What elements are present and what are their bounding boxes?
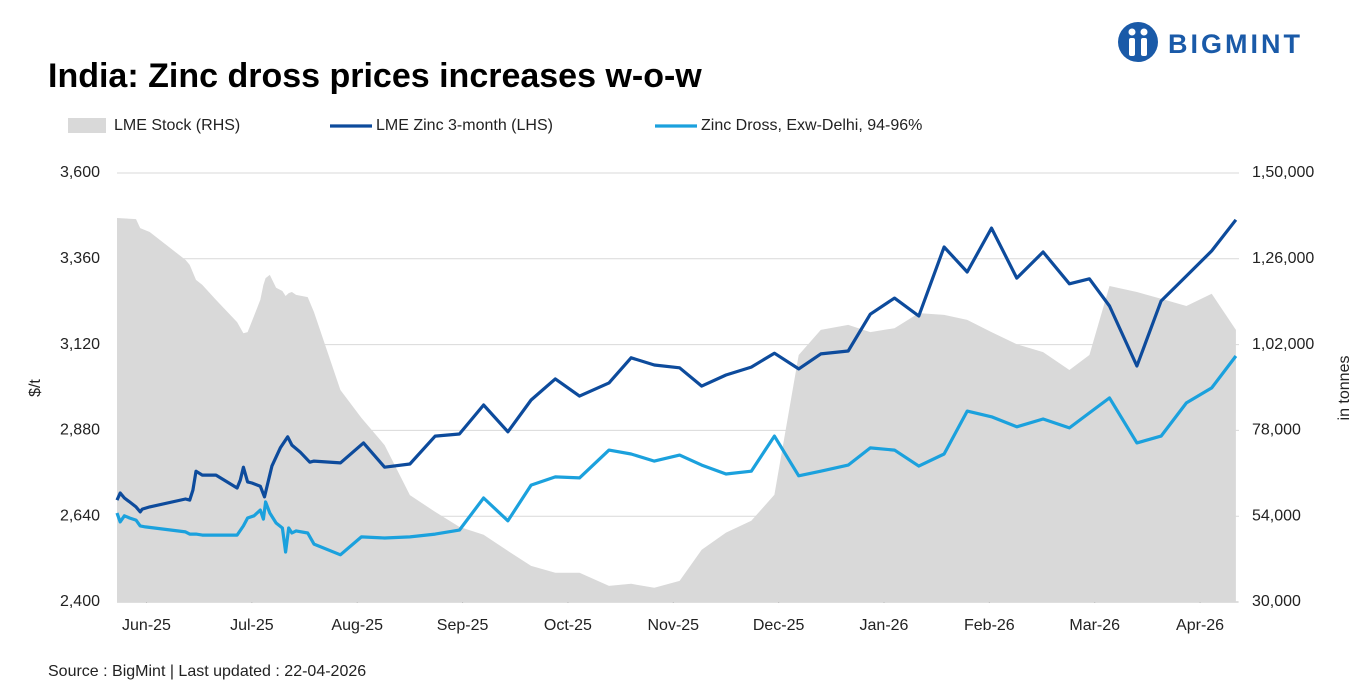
logo-icon — [1129, 38, 1135, 56]
y-tick-label: 2,640 — [60, 507, 100, 524]
logo-icon — [1140, 28, 1148, 36]
x-tick-label: Jan-26 — [860, 617, 909, 634]
logo-text: BIGMINT — [1168, 29, 1303, 59]
x-tick-label: Jun-25 — [122, 617, 171, 634]
y-tick-label: 2,400 — [60, 593, 100, 610]
y-tick-label: 3,120 — [60, 336, 100, 353]
x-tick-label: Feb-26 — [964, 617, 1015, 634]
y-tick-label: 3,600 — [60, 164, 100, 181]
x-tick-label: Jul-25 — [230, 617, 274, 634]
y-axis-title: $/t — [27, 379, 44, 397]
chart-title: India: Zinc dross prices increases w-o-w — [48, 57, 702, 95]
y2-tick-label: 54,000 — [1252, 507, 1301, 524]
x-tick-label: Mar-26 — [1069, 617, 1120, 634]
logo-icon — [1141, 38, 1147, 56]
source-note: Source : BigMint | Last updated : 22-04-… — [48, 663, 366, 680]
legend-swatch — [68, 118, 106, 133]
x-tick-label: Sep-25 — [437, 617, 489, 634]
y2-tick-label: 30,000 — [1252, 593, 1301, 610]
y2-tick-label: 1,26,000 — [1252, 250, 1314, 267]
legend-label: LME Zinc 3-month (LHS) — [376, 117, 553, 134]
area — [117, 218, 1236, 602]
x-tick-label: Nov-25 — [647, 617, 699, 634]
logo-icon — [1128, 28, 1136, 36]
y2-tick-label: 1,50,000 — [1252, 164, 1314, 181]
line — [115, 218, 1238, 514]
y-tick-label: 3,360 — [60, 250, 100, 267]
x-tick-label: Oct-25 — [544, 617, 592, 634]
x-tick-label: Dec-25 — [753, 617, 805, 634]
line — [115, 355, 1238, 557]
y-tick-label: 2,880 — [60, 422, 100, 439]
y2-tick-label: 78,000 — [1252, 422, 1301, 439]
legend-label: LME Stock (RHS) — [114, 117, 240, 134]
x-tick-label: Aug-25 — [331, 617, 383, 634]
x-tick-label: Apr-26 — [1176, 617, 1224, 634]
legend-label: Zinc Dross, Exw-Delhi, 94-96% — [701, 117, 922, 134]
logo: BIGMINT — [1118, 22, 1303, 62]
y2-tick-label: 1,02,000 — [1252, 336, 1314, 353]
y2-axis-title: in tonnes — [1336, 356, 1353, 421]
logo-icon — [1118, 22, 1158, 62]
